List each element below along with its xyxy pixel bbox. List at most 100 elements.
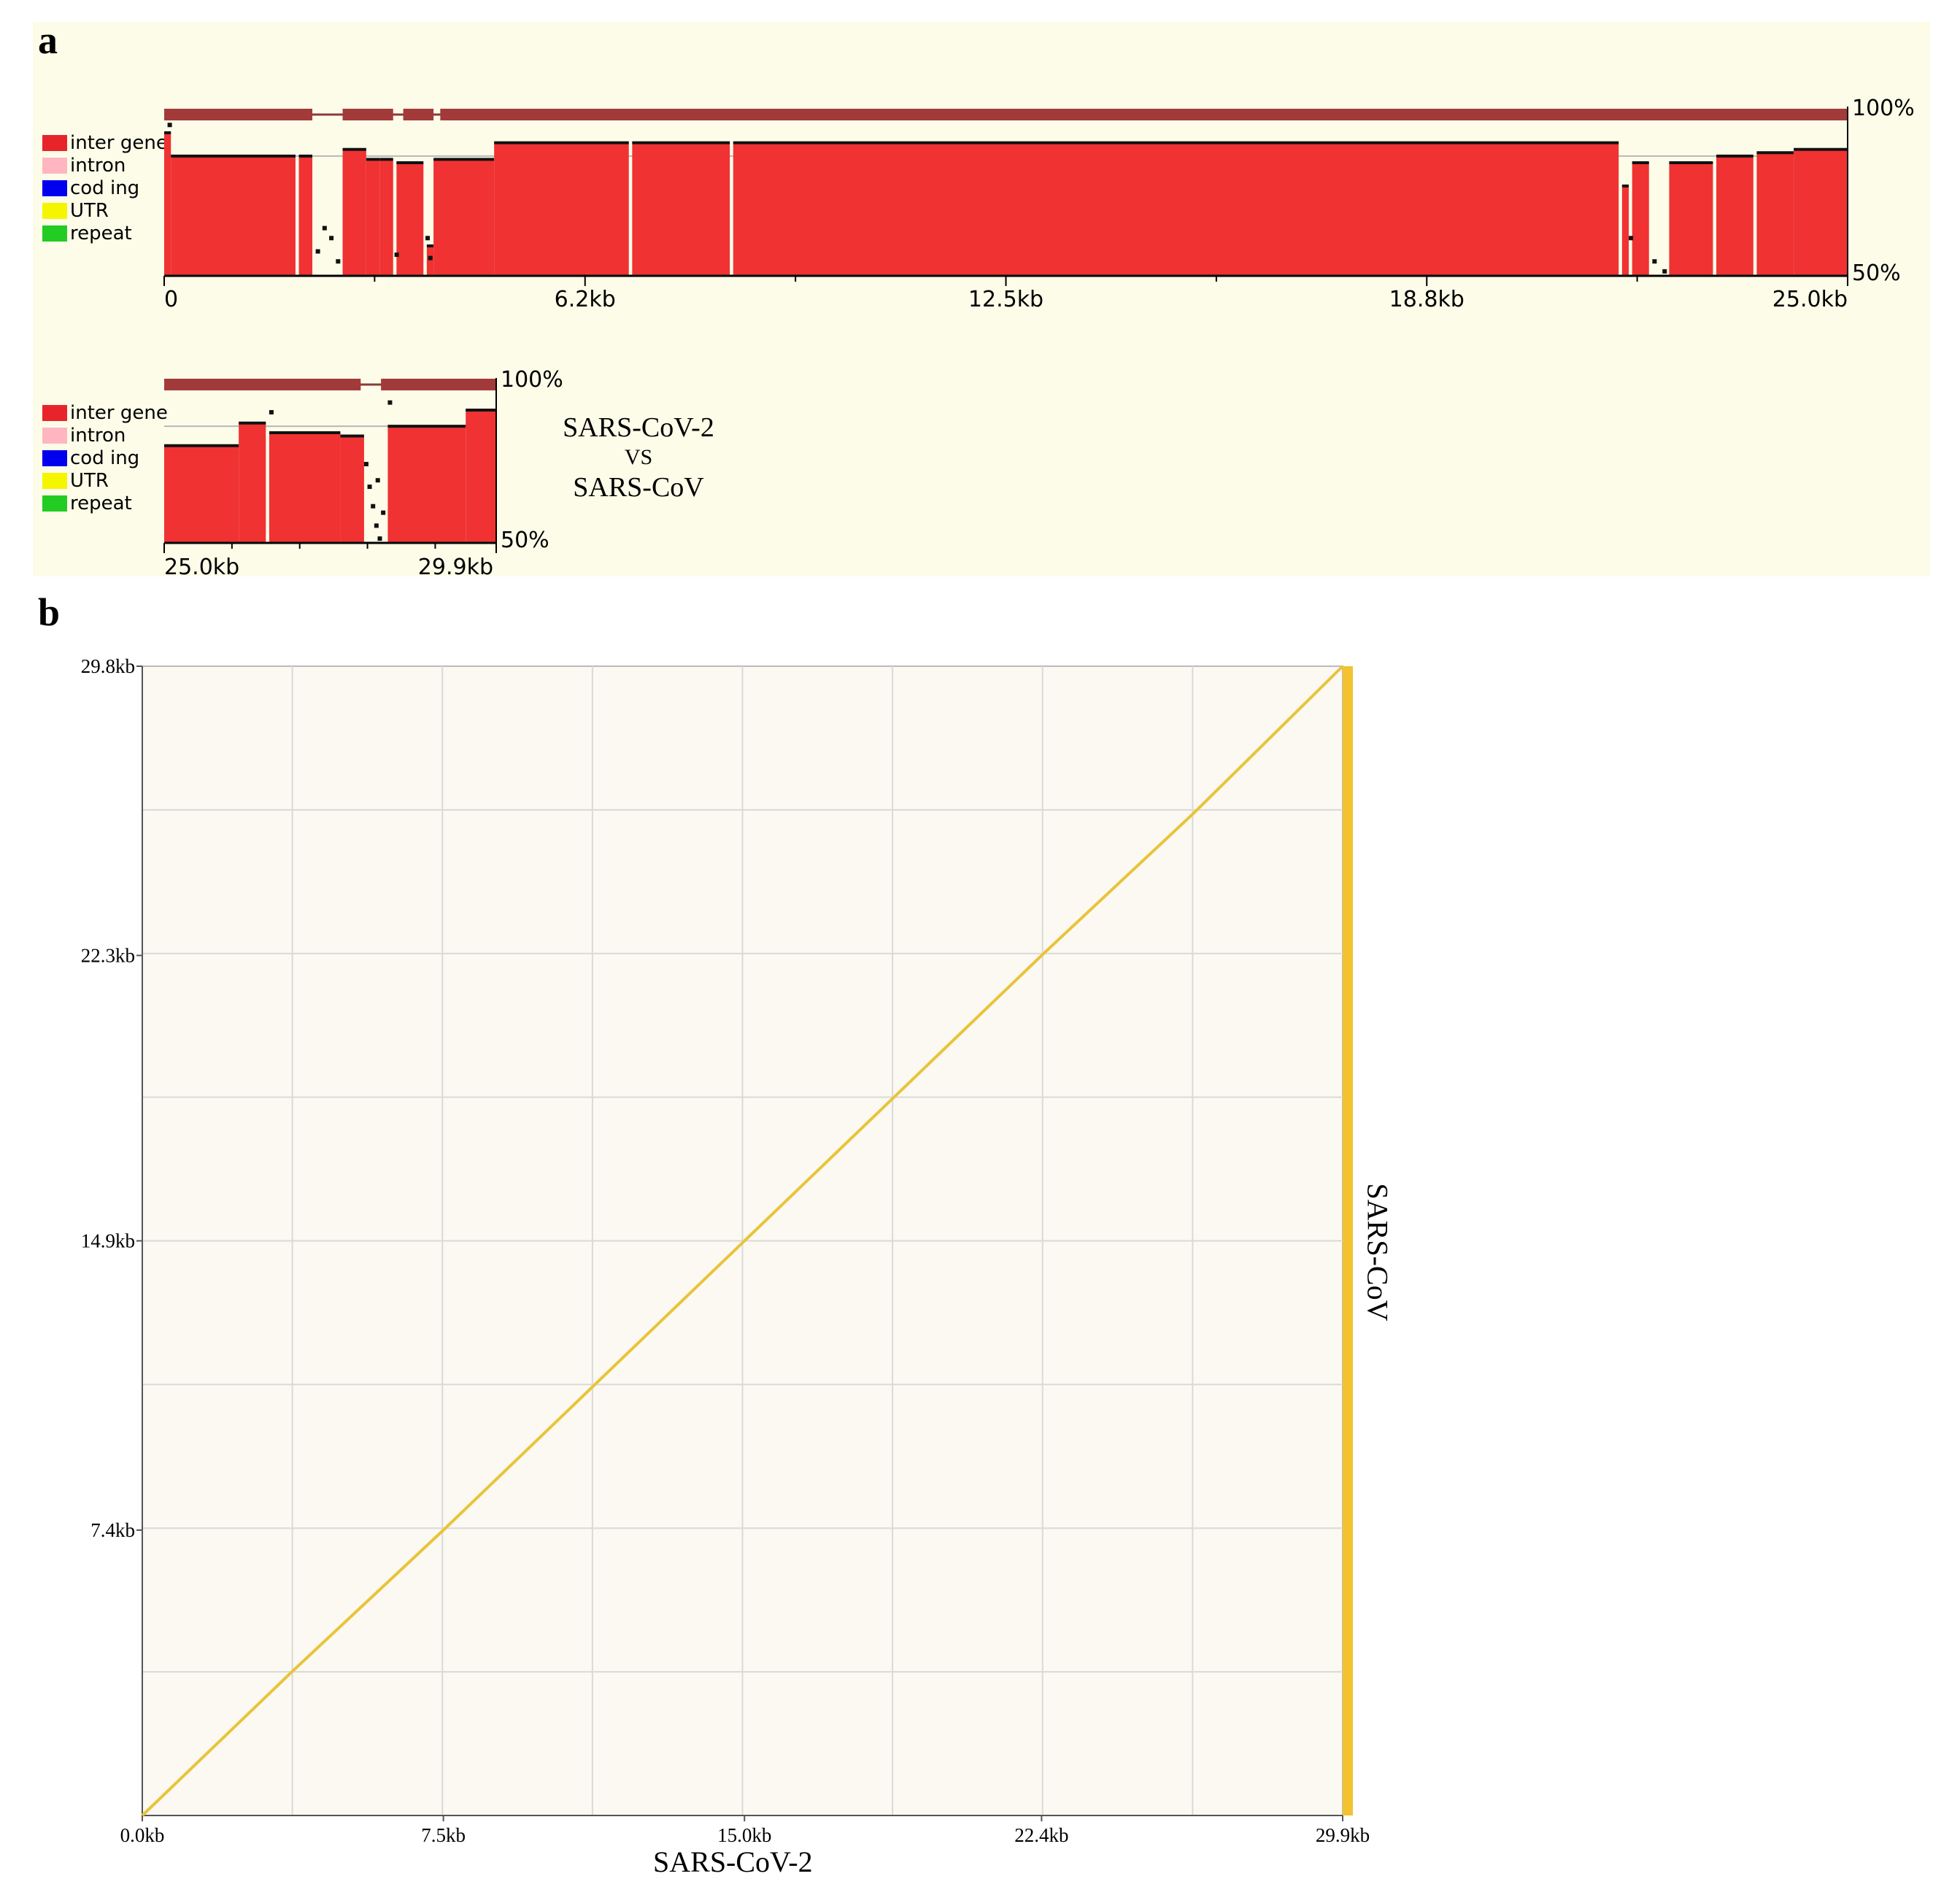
conserved-region-bar <box>379 159 393 276</box>
comparison-line-2: VS <box>624 445 653 469</box>
low-identity-dot <box>394 252 399 258</box>
conserved-region-bar <box>1794 149 1848 276</box>
y-tick-label: 29.8kb <box>81 655 135 677</box>
legend-item: cod ing <box>42 447 168 469</box>
legend-item: inter gene <box>42 131 168 154</box>
legend-row2: inter gene intron cod ing UTR repeat <box>42 401 168 514</box>
legend-label: UTR <box>70 199 109 222</box>
x-tick-label: 15.0kb <box>717 1824 771 1846</box>
x-tick-label: 25.0kb <box>1772 287 1848 312</box>
y-tick-label: 14.9kb <box>81 1230 135 1252</box>
low-identity-dot <box>377 536 382 541</box>
conserved-region-bar <box>466 409 496 543</box>
legend-swatch-coding <box>42 449 67 466</box>
x-tick-label: 18.8kb <box>1389 287 1465 312</box>
y-tick-label: 50% <box>1852 261 1901 286</box>
x-tick-label: 6.2kb <box>555 287 616 312</box>
panel-b-label: b <box>38 590 61 634</box>
low-identity-dot <box>374 523 379 528</box>
annotation-block <box>342 109 393 120</box>
legend-swatch-repeat <box>42 225 67 242</box>
conserved-region-bar <box>632 142 730 276</box>
conserved-region-bar <box>171 155 296 276</box>
low-identity-dot <box>167 123 172 128</box>
low-identity-dot <box>367 485 372 490</box>
y-tick-label: 100% <box>501 367 563 393</box>
legend-swatch-intron <box>42 157 67 174</box>
y-tick-label: 50% <box>501 528 549 553</box>
legend-label: inter gene <box>70 401 168 424</box>
legend-item: inter gene <box>42 401 168 424</box>
x-tick-label: 29.9kb <box>1316 1824 1370 1846</box>
dot-plot-y-axis-title: SARS-CoV <box>1361 1183 1394 1321</box>
legend-item: repeat <box>42 222 168 244</box>
legend-swatch-coding <box>42 180 67 196</box>
legend-swatch-intergene <box>42 134 67 151</box>
low-identity-dot <box>1662 269 1667 274</box>
comparison-line-1: SARS-CoV-2 <box>563 412 714 443</box>
conserved-region-bar <box>340 436 364 543</box>
annotation-block <box>164 379 361 390</box>
legend-item: repeat <box>42 492 168 514</box>
legend-swatch-repeat <box>42 495 67 512</box>
conserved-region-bar <box>733 142 1619 276</box>
x-tick-label: 0.0kb <box>120 1824 165 1846</box>
legend-label: cod ing <box>70 447 140 469</box>
vista-plot-area: 100%50%0 6.2kb 12.5kb 18.8kb 25.0kb100%50%25… <box>163 96 1915 580</box>
annotation-block <box>403 109 434 120</box>
dot-plot-x-axis-title: SARS-CoV-2 <box>653 1845 813 1878</box>
conserved-region-bar <box>164 132 171 276</box>
low-identity-dot <box>315 249 320 254</box>
x-tick-label: 29.9kb <box>418 555 493 580</box>
conserved-region-bar <box>269 433 341 543</box>
conserved-region-bar <box>366 159 380 276</box>
annotation-block <box>381 379 496 390</box>
sequence-extent-bar <box>1343 666 1353 1815</box>
y-tick-label: 100% <box>1852 96 1915 121</box>
x-tick-label: 25.0kb <box>164 555 239 580</box>
low-identity-dot <box>371 503 376 509</box>
legend-swatch-utr <box>42 472 67 489</box>
legend-label: UTR <box>70 469 109 492</box>
legend-item: UTR <box>42 469 168 492</box>
y-tick-label: 22.3kb <box>81 944 135 966</box>
alignment-diagonal-line <box>141 665 1344 1817</box>
conserved-region-bar <box>1621 185 1629 276</box>
conserved-region-bar <box>387 426 466 543</box>
low-identity-dot <box>329 236 334 241</box>
y-tick-label: 7.4kb <box>90 1519 135 1541</box>
legend-item: UTR <box>42 199 168 222</box>
conserved-region-bar <box>1716 155 1753 276</box>
low-identity-dot <box>1652 259 1657 264</box>
conserved-region-bar <box>342 149 366 276</box>
conserved-region-bar <box>1632 162 1649 276</box>
conserved-region-bar <box>298 155 313 276</box>
low-identity-dot <box>428 255 433 261</box>
legend-item: cod ing <box>42 177 168 199</box>
legend-label: intron <box>70 154 126 177</box>
conserved-region-bar <box>433 159 495 276</box>
legend-label: intron <box>70 424 126 447</box>
comparison-line-3: SARS-CoV <box>573 472 704 503</box>
legend-swatch-intergene <box>42 404 67 421</box>
legend-swatch-intron <box>42 427 67 444</box>
conserved-region-bar <box>494 142 629 276</box>
x-tick-label: 7.5kb <box>421 1824 466 1846</box>
panel-a-label: a <box>38 18 58 62</box>
low-identity-dot <box>1629 236 1634 241</box>
annotation-block <box>164 109 313 120</box>
conserved-region-bar <box>164 445 239 543</box>
conserved-region-bar <box>1669 162 1713 276</box>
legend-label: repeat <box>70 492 132 514</box>
low-identity-dot <box>375 478 380 483</box>
low-identity-dot <box>425 236 431 241</box>
annotation-block <box>440 109 1848 120</box>
low-identity-dot <box>336 259 341 264</box>
low-identity-dot <box>269 409 274 414</box>
low-identity-dot <box>387 400 393 405</box>
conserved-region-bar <box>239 422 266 543</box>
legend-label: repeat <box>70 222 132 244</box>
legend-label: cod ing <box>70 177 140 199</box>
legend-item: intron <box>42 424 168 447</box>
